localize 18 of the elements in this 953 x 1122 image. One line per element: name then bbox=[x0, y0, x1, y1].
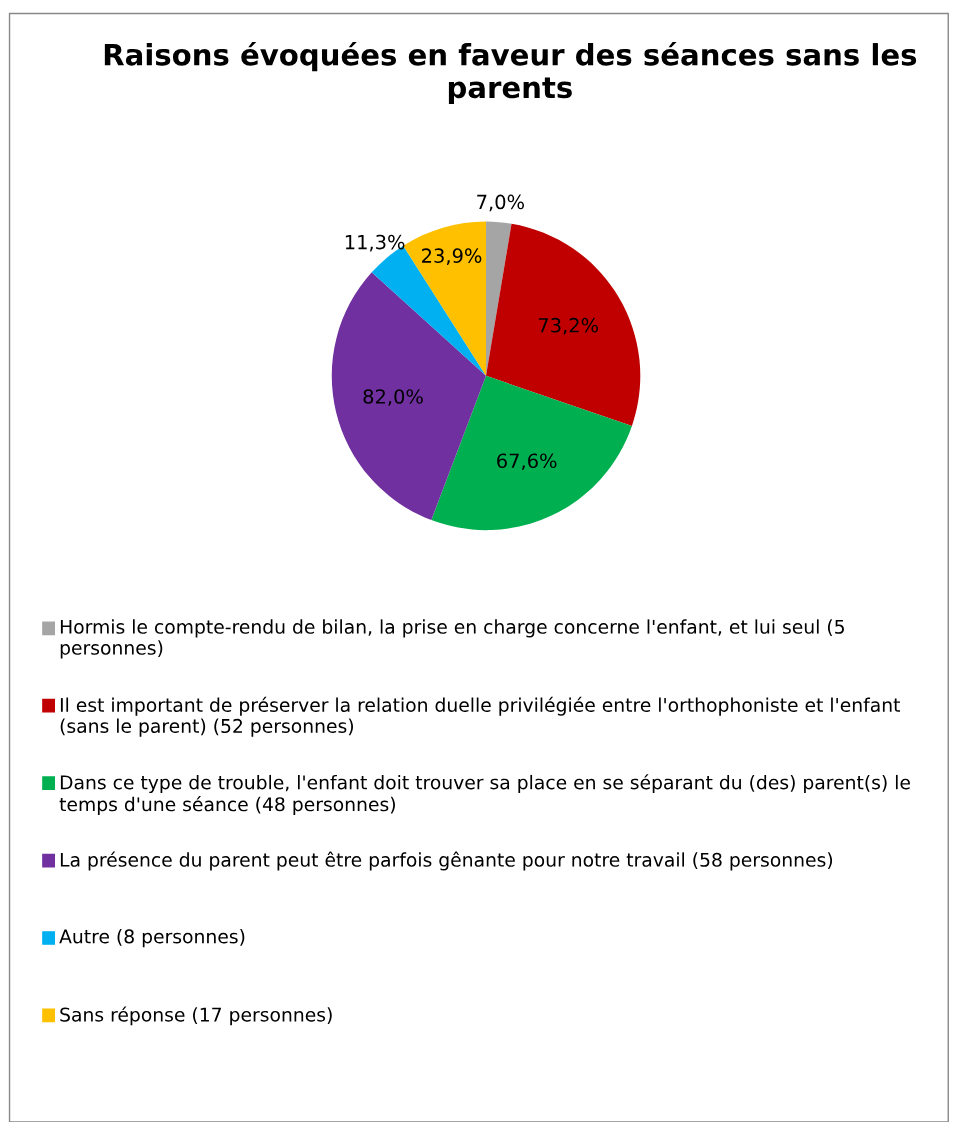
legend-label: Hormis le compte-rendu de bilan, la prise en charge concerne l'enfant, et lui seul (5 personnes) bbox=[60, 619, 844, 659]
legend-label: Dans ce type de trouble, l'enfant doit trouver sa place en se séparant du (des) parent(s) le temps d'une séance (48 personnes) bbox=[59, 774, 910, 815]
legend-label: Il est important de préserver la relation duelle privilégiée entre l'orthophoniste et l'enfant (sans le parent) (52 personnes) bbox=[60, 696, 901, 737]
pie-slice bbox=[486, 223, 641, 426]
pie-slice bbox=[331, 272, 487, 521]
legend-label: La présence du parent peut être parfois gênante pour notre travail (58 personnes) bbox=[60, 851, 833, 871]
data-label: 11,3% bbox=[345, 234, 405, 252]
legend-label: Autre (8 personnes) bbox=[59, 929, 245, 948]
data-label: 7,0% bbox=[477, 194, 524, 212]
data-label: 67,6% bbox=[497, 453, 557, 471]
data-label: 73,2% bbox=[538, 317, 599, 335]
pie-slice bbox=[403, 221, 487, 376]
data-label: 82,0% bbox=[363, 389, 423, 406]
pie-slice bbox=[431, 375, 632, 531]
legend-label: Sans réponse (17 personnes) bbox=[60, 1006, 332, 1026]
data-label: 23,9% bbox=[422, 248, 482, 265]
pie-slice bbox=[486, 221, 512, 376]
chart-title: Raisons évoquées en faveur des séances sans les parents bbox=[104, 41, 917, 104]
